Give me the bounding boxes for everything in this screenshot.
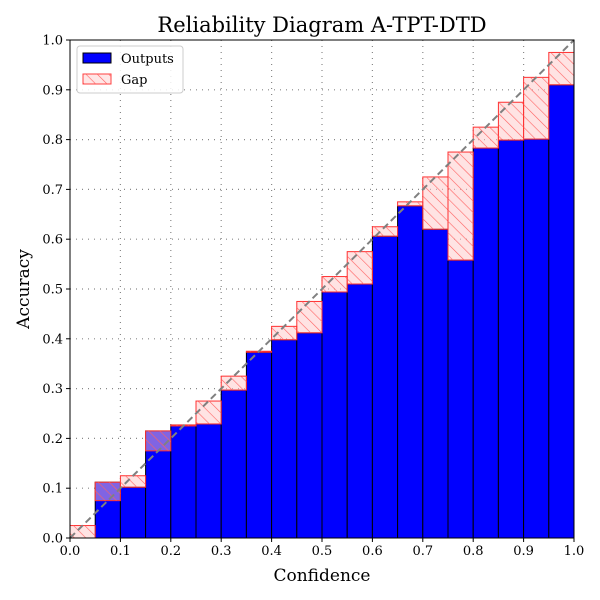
output-bar bbox=[321, 291, 348, 539]
output-bar bbox=[397, 205, 424, 539]
gap-hatch bbox=[95, 482, 121, 501]
y-tick-label: 0.5 bbox=[42, 283, 63, 298]
gap-hatch bbox=[296, 301, 322, 333]
gap-hatch bbox=[322, 276, 348, 292]
y-tick-label: 0.8 bbox=[42, 133, 63, 148]
output-bar bbox=[245, 351, 273, 539]
output-bar bbox=[195, 423, 222, 539]
output-bar bbox=[271, 339, 298, 539]
output-bar bbox=[422, 228, 449, 539]
output-bar bbox=[371, 235, 399, 539]
y-tick-label: 0.9 bbox=[42, 83, 63, 98]
gap-hatch bbox=[548, 52, 574, 85]
gap-hatch bbox=[271, 326, 297, 340]
x-tick-label: 0.9 bbox=[513, 544, 534, 559]
y-tick-label: 0.6 bbox=[42, 233, 63, 248]
output-bar bbox=[170, 424, 197, 539]
y-tick-label: 0.3 bbox=[42, 382, 63, 397]
output-bar bbox=[296, 332, 323, 539]
y-tick-label: 0.7 bbox=[42, 183, 63, 198]
gap-hatch bbox=[372, 226, 398, 237]
gap-hatch bbox=[196, 401, 222, 424]
output-bar bbox=[447, 259, 474, 539]
output-bar bbox=[472, 147, 499, 539]
x-tick-label: 0.8 bbox=[463, 544, 484, 559]
gap-hatch bbox=[397, 201, 423, 206]
gap-hatch bbox=[448, 152, 474, 261]
gap-hatch bbox=[145, 430, 171, 451]
output-bar bbox=[548, 84, 575, 539]
x-tick-label: 1.0 bbox=[564, 544, 585, 559]
gap-hatch bbox=[498, 102, 524, 141]
gap-hatch bbox=[347, 251, 373, 285]
legend-label-gap: Gap bbox=[121, 73, 147, 88]
ticks: 0.0 0.1 0.2 0.3 0.4 0.5 0.6 0.7 0.8 0.9 1.0 0.0 0.1 0… bbox=[42, 34, 584, 560]
gap-hatch bbox=[221, 376, 247, 391]
x-axis-label: Confidence bbox=[273, 566, 370, 586]
x-tick-label: 0.4 bbox=[261, 544, 282, 559]
perfect-calibration-line bbox=[69, 39, 575, 539]
output-bar bbox=[497, 139, 525, 539]
x-tick-label: 0.2 bbox=[160, 544, 181, 559]
y-tick-label: 0.4 bbox=[42, 332, 63, 347]
x-tick-label: 0.6 bbox=[362, 544, 383, 559]
output-bar bbox=[220, 389, 247, 539]
x-tick-label: 0.0 bbox=[60, 544, 81, 559]
x-tick-label: 0.5 bbox=[312, 544, 333, 559]
y-tick-label: 0.1 bbox=[42, 482, 63, 497]
y-tick-label: 1.0 bbox=[42, 34, 63, 49]
bars bbox=[69, 51, 575, 539]
y-tick-label: 0.0 bbox=[42, 532, 63, 547]
legend: Outputs Gap bbox=[76, 45, 184, 94]
output-bar bbox=[119, 486, 147, 539]
x-tick-label: 0.7 bbox=[412, 544, 433, 559]
gap-hatch bbox=[120, 475, 146, 488]
gap-hatch bbox=[473, 127, 499, 149]
x-tick-label: 0.1 bbox=[110, 544, 131, 559]
output-bar bbox=[346, 283, 373, 539]
legend-label-outputs: Outputs bbox=[121, 52, 174, 67]
x-tick-label: 0.3 bbox=[211, 544, 232, 559]
y-tick-label: 0.2 bbox=[42, 432, 63, 447]
gap-hatch bbox=[70, 525, 96, 538]
gap-hatch bbox=[523, 77, 549, 140]
y-axis-label: Accuracy bbox=[14, 249, 34, 330]
legend-swatch-outputs bbox=[82, 52, 112, 64]
output-bar bbox=[523, 138, 550, 539]
chart-title: Reliability Diagram A-TPT-DTD bbox=[157, 13, 486, 37]
